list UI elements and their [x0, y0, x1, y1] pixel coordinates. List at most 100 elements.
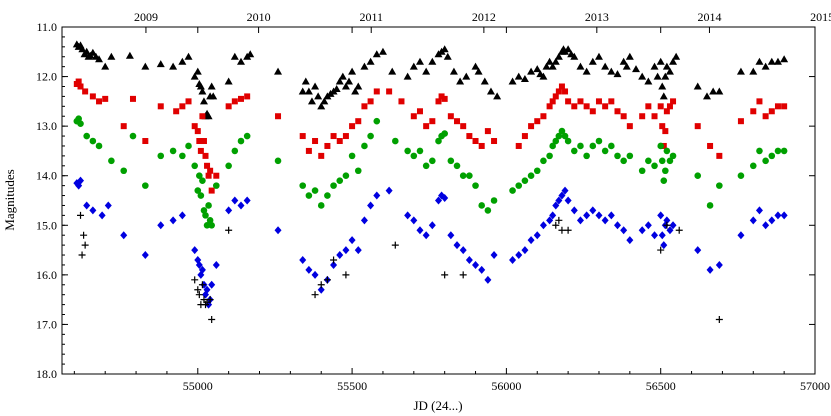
- circle-point: [706, 202, 714, 209]
- circle-point: [197, 192, 205, 199]
- circle-point: [75, 115, 82, 123]
- circle-point: [561, 132, 569, 140]
- circle-point: [660, 177, 668, 184]
- circle-point: [666, 157, 674, 165]
- square-point: [583, 103, 590, 110]
- square-point: [484, 128, 491, 135]
- triangle-point: [486, 87, 495, 95]
- circle-point: [354, 167, 362, 175]
- circle-point: [669, 152, 677, 160]
- square-point: [662, 128, 669, 135]
- square-point: [336, 138, 343, 145]
- triangle-point: [246, 50, 255, 58]
- triangle-point: [307, 97, 316, 105]
- circle-point: [768, 152, 776, 160]
- plus-point: [552, 221, 560, 229]
- diamond-point: [755, 206, 763, 215]
- square-point: [571, 103, 578, 110]
- triangle-point: [702, 92, 711, 100]
- circle-point: [330, 182, 337, 189]
- diamond-point: [663, 216, 671, 225]
- circle-point: [311, 187, 319, 194]
- square-point: [781, 103, 788, 110]
- circle-point: [410, 152, 418, 160]
- triangle-point: [693, 82, 702, 90]
- diamond-point: [555, 196, 563, 205]
- square-point: [540, 113, 547, 120]
- triangle-point: [672, 52, 681, 60]
- square-point: [386, 88, 393, 95]
- diamond-point: [521, 246, 529, 255]
- x-tick-label: 55500: [337, 379, 367, 393]
- triangle-point: [736, 67, 745, 75]
- diamond-point: [601, 216, 609, 225]
- diamond-point: [478, 265, 486, 274]
- triangle-point: [366, 57, 375, 65]
- diamond-point: [373, 191, 381, 200]
- square-point: [750, 108, 757, 115]
- triangle-point: [780, 55, 789, 63]
- circle-point: [129, 132, 137, 140]
- diamond-point: [583, 211, 591, 220]
- y-tick-label: 17.0: [36, 317, 57, 331]
- diamond-point: [342, 246, 350, 255]
- square-point: [756, 98, 763, 105]
- square-point: [213, 172, 220, 179]
- diamond-point: [576, 216, 584, 225]
- circle-point: [169, 147, 177, 155]
- circle-point: [515, 182, 523, 189]
- triangle-point: [658, 82, 667, 90]
- square-point: [204, 162, 211, 169]
- x-tick-label: 56500: [646, 379, 676, 393]
- circle-point: [108, 157, 115, 165]
- square-point: [82, 88, 89, 95]
- y-tick-label: 18.0: [36, 367, 57, 381]
- triangle-point: [661, 72, 670, 80]
- diamond-point: [348, 236, 356, 245]
- square-point: [208, 187, 215, 194]
- triangle-point: [601, 62, 610, 70]
- diamond-point: [195, 260, 203, 269]
- square-point: [565, 98, 572, 105]
- square-point: [202, 152, 209, 159]
- triangle-point: [311, 82, 320, 90]
- triangle-point: [298, 87, 307, 95]
- diamond-point: [237, 201, 245, 210]
- plus-point: [675, 226, 683, 234]
- triangle-point: [570, 52, 579, 60]
- circle-point: [608, 142, 615, 150]
- plus-point: [206, 296, 214, 304]
- square-point: [460, 123, 467, 130]
- circle-point: [570, 147, 578, 155]
- circle-point: [509, 187, 516, 194]
- diamond-point: [626, 236, 634, 245]
- circle-point: [404, 147, 411, 155]
- triangle-point: [554, 52, 563, 60]
- square-point: [318, 152, 325, 159]
- diamond-point: [549, 211, 557, 220]
- circle-point: [521, 177, 529, 184]
- triangle-point: [625, 52, 634, 60]
- circle-point: [774, 147, 782, 155]
- square-point: [416, 108, 423, 115]
- circle-point: [361, 142, 368, 150]
- y-tick-label: 11.0: [36, 20, 57, 34]
- plus-point: [715, 315, 723, 323]
- diamond-point: [768, 216, 776, 225]
- square-point: [275, 113, 282, 120]
- circle-point: [466, 172, 473, 180]
- square-point: [441, 95, 448, 102]
- circle-point: [552, 137, 560, 145]
- diamond-point: [169, 216, 177, 225]
- triangle-point: [480, 77, 489, 85]
- square-point: [737, 118, 744, 125]
- square-point: [102, 95, 109, 102]
- triangle-point: [351, 87, 360, 95]
- diamond-point: [715, 260, 723, 269]
- circle-point: [490, 197, 498, 204]
- square-point: [546, 103, 553, 110]
- square-point: [435, 98, 442, 105]
- diamond-point: [657, 211, 665, 220]
- plus-point: [657, 246, 665, 254]
